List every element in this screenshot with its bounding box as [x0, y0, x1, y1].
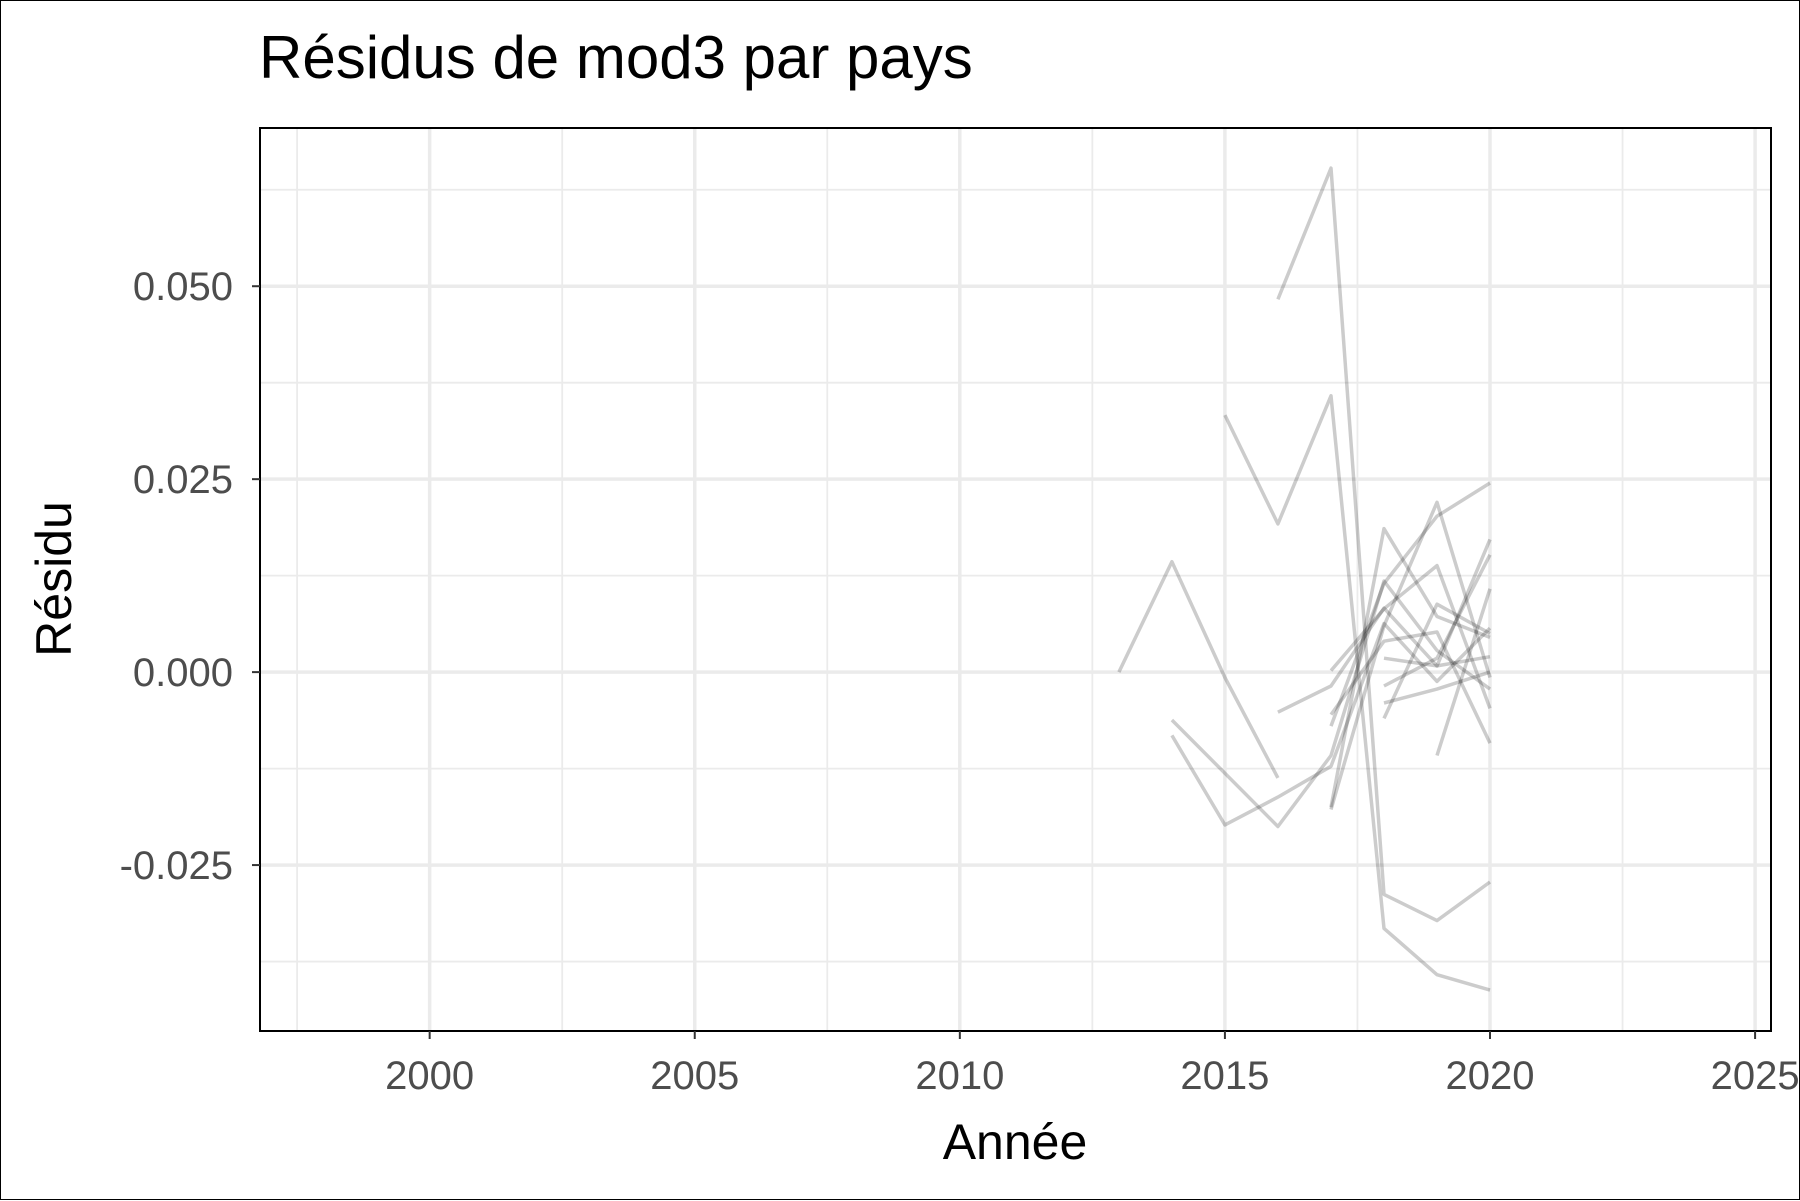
x-tick-label: 2020	[1446, 1054, 1535, 1098]
series-line-16	[1435, 588, 1492, 757]
y-tick-label: 0.000	[133, 651, 233, 695]
x-axis-title: Année	[943, 1114, 1088, 1170]
y-tick-label: 0.025	[133, 458, 233, 502]
chart-title: Résidus de mod3 par pays	[259, 24, 973, 91]
axis-ticks: 2000 2005 2010 2015 2020 2025 -0.025 0.000 0.025…	[120, 265, 1800, 1098]
series-lines	[1117, 166, 1492, 992]
series-line-6	[1277, 606, 1491, 714]
y-tick-label: 0.050	[133, 265, 233, 309]
x-tick-label: 2010	[915, 1054, 1004, 1098]
series-line-14	[1383, 670, 1491, 705]
series-line-12	[1383, 538, 1492, 668]
y-tick-label: -0.025	[120, 844, 233, 888]
series-line-10	[1329, 563, 1492, 710]
x-tick-label: 2015	[1180, 1054, 1269, 1098]
series-line-5	[1276, 166, 1492, 923]
series-line-9	[1329, 500, 1492, 810]
series-line-1	[1117, 559, 1280, 779]
series-line-15	[1382, 602, 1491, 720]
x-tick-label: 2000	[385, 1054, 474, 1098]
series-line-3	[1170, 579, 1492, 829]
series-line-8	[1329, 481, 1491, 727]
x-tick-label: 2005	[650, 1054, 739, 1098]
series-line-7	[1329, 526, 1491, 808]
x-tick-label: 2025	[1711, 1054, 1800, 1098]
panel-border	[259, 127, 1772, 1032]
series-line-4	[1223, 394, 1491, 992]
series-line-13	[1383, 554, 1492, 688]
y-axis-title: Résidu	[26, 501, 82, 657]
series-line-11	[1329, 630, 1492, 744]
series-line-2	[1170, 621, 1492, 827]
grid-lines	[260, 128, 1771, 1031]
